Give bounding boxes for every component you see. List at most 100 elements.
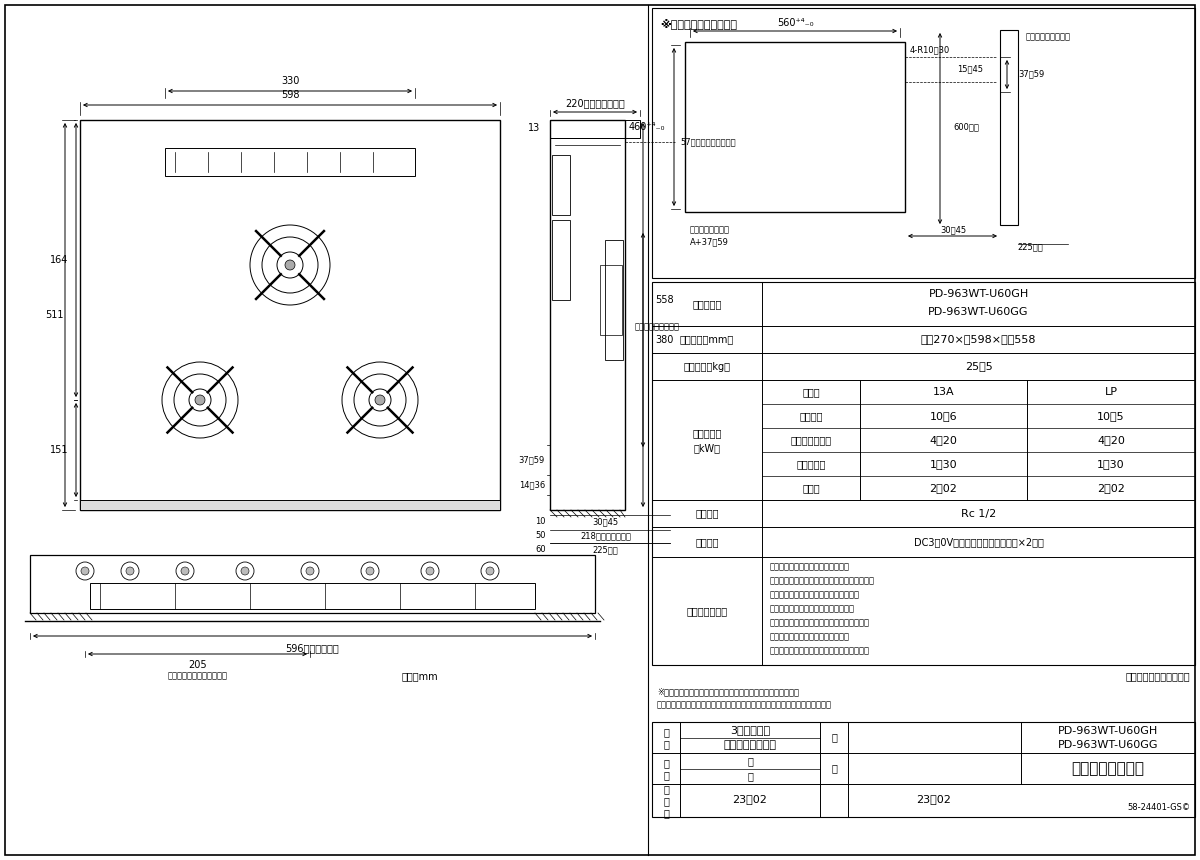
Text: 225以上: 225以上: [1018, 243, 1043, 251]
Bar: [605, 240, 623, 360]
Bar: [30, 555, 595, 613]
Text: Rc 1/2: Rc 1/2: [961, 508, 996, 519]
Bar: [552, 155, 570, 215]
Text: PD-963WT-U60GH: PD-963WT-U60GH: [1058, 727, 1158, 736]
Text: 番: 番: [748, 771, 752, 781]
Text: 511: 511: [44, 310, 64, 320]
Text: 1．30: 1．30: [1097, 459, 1124, 469]
Text: 焦げつき消火機能、グリル過熱防止機能: 焦げつき消火機能、グリル過熱防止機能: [770, 591, 860, 599]
Text: 型: 型: [832, 733, 836, 742]
Text: 23．02: 23．02: [732, 795, 768, 804]
Text: 15～45: 15～45: [958, 64, 983, 73]
Text: （ガス下方接続口）: （ガス下方接続口）: [635, 322, 680, 331]
Text: （kW）: （kW）: [694, 443, 720, 453]
Text: 4．20: 4．20: [930, 435, 958, 445]
Text: 13A: 13A: [932, 387, 954, 397]
Text: PD-963WT-U60GH: PD-963WT-U60GH: [929, 289, 1028, 299]
Text: ワークトップ前面: ワークトップ前面: [690, 225, 730, 235]
Text: 10．6: 10．6: [930, 411, 958, 421]
Text: 質　量　（kg）: 質 量 （kg）: [684, 361, 731, 372]
Bar: [652, 282, 1195, 665]
Text: 単位：mm: 単位：mm: [402, 671, 438, 681]
Bar: [1000, 30, 1018, 225]
Text: 2．02: 2．02: [1097, 483, 1124, 493]
Text: A+37～59: A+37～59: [690, 237, 728, 247]
Circle shape: [486, 567, 494, 575]
Text: 57（ガス後方接続口）: 57（ガス後方接続口）: [680, 138, 736, 146]
Text: 10．5: 10．5: [1097, 411, 1124, 421]
Circle shape: [366, 567, 374, 575]
Bar: [550, 120, 625, 510]
Text: 205: 205: [188, 660, 206, 670]
Bar: [166, 148, 415, 176]
Text: 品: 品: [664, 728, 668, 738]
Text: 30～45: 30～45: [940, 225, 966, 235]
Text: 13: 13: [528, 123, 540, 133]
Text: 感震停止機能、電源オートオフ機能: 感震停止機能、電源オートオフ機能: [770, 632, 850, 642]
Text: DC3．0V（単一形アルカリ乾電池×2本）: DC3．0V（単一形アルカリ乾電池×2本）: [913, 537, 1044, 547]
Text: 25．5: 25．5: [965, 361, 992, 372]
Text: 330: 330: [281, 76, 299, 86]
Text: PD-963WT-U60GG: PD-963WT-U60GG: [929, 307, 1028, 317]
Text: 50: 50: [535, 531, 546, 540]
Text: 又、表数値は、標準ですので、ガス種によって数値が変わることがあります。: 又、表数値は、標準ですので、ガス種によって数値が変わることがあります。: [658, 701, 832, 710]
Text: 4-R10～30: 4-R10～30: [910, 46, 950, 54]
Circle shape: [181, 567, 190, 575]
Text: 日: 日: [664, 808, 668, 819]
Text: LP: LP: [1104, 387, 1117, 397]
Circle shape: [241, 567, 250, 575]
Bar: [652, 8, 1195, 278]
Text: 全点火時: 全点火時: [799, 411, 823, 421]
Text: 30～45: 30～45: [593, 518, 618, 526]
Circle shape: [374, 395, 385, 405]
Text: 高さ270×幝598×奉行558: 高さ270×幝598×奉行558: [920, 335, 1037, 345]
Text: PD-963WT-U60GG: PD-963WT-U60GG: [1057, 740, 1158, 751]
Text: 164: 164: [49, 255, 68, 265]
Text: 4．20: 4．20: [1097, 435, 1124, 445]
Text: 外形寸法（mm）: 外形寸法（mm）: [680, 335, 734, 345]
Text: 58-24401-GS©: 58-24401-GS©: [1127, 803, 1190, 812]
Circle shape: [126, 567, 134, 575]
Text: 225以上: 225以上: [593, 545, 618, 555]
Text: グリル: グリル: [802, 483, 820, 493]
Text: 60: 60: [535, 545, 546, 555]
Text: 更: 更: [664, 784, 668, 795]
Text: フレームトラップ（グリル排気口逃炎装置）: フレームトラップ（グリル排気口逃炎装置）: [770, 647, 870, 655]
Text: 10: 10: [535, 518, 546, 526]
Text: 2．02: 2．02: [930, 483, 958, 493]
Text: 調理油過熱防止装置（天ぷら油過熱防止機能）: 調理油過熱防止装置（天ぷら油過熱防止機能）: [770, 576, 875, 586]
Bar: [90, 583, 535, 609]
Text: 558: 558: [655, 295, 673, 305]
Text: 小バーナー: 小バーナー: [797, 459, 826, 469]
Text: 596（本体寸法）: 596（本体寸法）: [286, 643, 340, 653]
Text: 接続方法: 接続方法: [695, 508, 719, 519]
Text: 名: 名: [664, 740, 668, 750]
Text: 新: 新: [664, 796, 668, 807]
Text: 3ログリル付: 3ログリル付: [730, 725, 770, 734]
Bar: [652, 722, 1195, 817]
Text: 37～59: 37～59: [518, 456, 545, 464]
Text: 尺: 尺: [664, 759, 668, 769]
Circle shape: [286, 260, 295, 270]
Text: 220（ビス頭含む）: 220（ビス頭含む）: [565, 98, 625, 108]
Text: 151: 151: [49, 445, 68, 455]
Text: ※ワークトップ開口寸法: ※ワークトップ開口寸法: [660, 19, 737, 29]
Circle shape: [82, 567, 89, 575]
Text: 火力切り替えお知らせ機能、锅なし検知機能: 火力切り替えお知らせ機能、锅なし検知機能: [770, 618, 870, 628]
Text: ガス機器防火性能評定品: ガス機器防火性能評定品: [1126, 671, 1190, 681]
Text: 強火力バーナー: 強火力バーナー: [791, 435, 832, 445]
Bar: [600, 265, 622, 335]
Text: 218（グリル取手）: 218（グリル取手）: [580, 531, 631, 540]
Text: ガス消費量: ガス消費量: [692, 428, 721, 438]
Bar: [80, 500, 500, 510]
Text: ※仕様は改良のためお知らせせずに変更することがあります。: ※仕様は改良のためお知らせせずに変更することがあります。: [658, 687, 799, 697]
Text: 460⁺⁴₋₀: 460⁺⁴₋₀: [629, 122, 665, 132]
Text: 異常過熱防止機能（早切れ防止機能）: 異常過熱防止機能（早切れ防止機能）: [770, 605, 854, 613]
Text: 安心・安全機能: 安心・安全機能: [686, 606, 727, 616]
Text: 株式会社　パロマ: 株式会社 パロマ: [1072, 761, 1145, 776]
Text: 37～59: 37～59: [1018, 70, 1044, 78]
Bar: [80, 120, 500, 510]
Text: 560⁺⁴₋₀: 560⁺⁴₋₀: [776, 18, 814, 28]
Text: 図: 図: [748, 756, 752, 765]
Text: 598: 598: [281, 90, 299, 100]
